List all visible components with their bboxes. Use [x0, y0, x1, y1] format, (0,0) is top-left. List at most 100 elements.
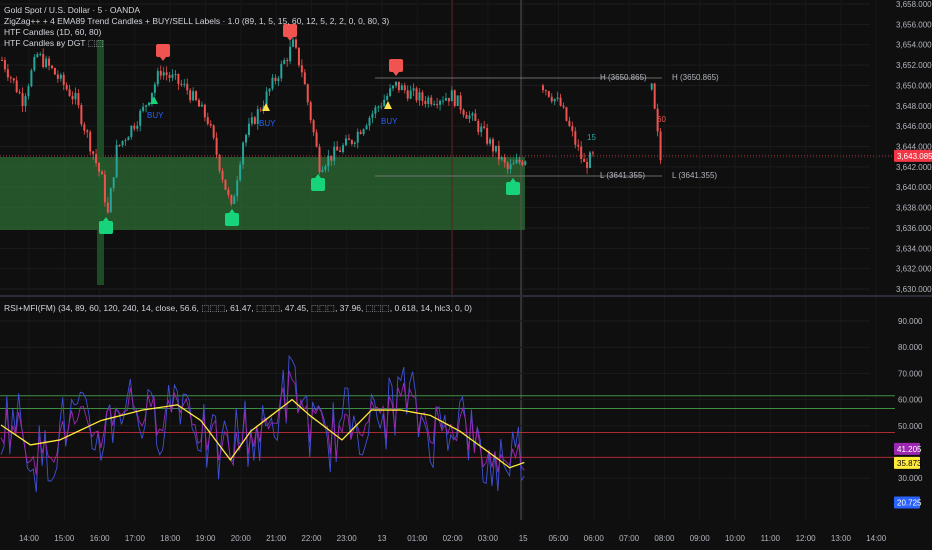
candle-body: [233, 196, 236, 204]
time-tick: 17:00: [125, 534, 146, 543]
buy-marker: [311, 178, 325, 191]
candle-body: [133, 125, 136, 129]
indicator-zigzag[interactable]: ZigZag++ + 4 EMA89 Trend Candles + BUY/S…: [4, 16, 390, 26]
candle-body: [150, 92, 153, 103]
zigzag-levels: [0, 77, 932, 177]
candle-body: [374, 107, 377, 114]
candle-body: [547, 91, 550, 97]
candle-body: [242, 142, 245, 165]
candle-body: [377, 106, 380, 108]
osc-value: 41.205: [897, 445, 922, 454]
oscillator-legend: RSI+MFI(FM) (34, 89, 60, 120, 240, 14, c…: [4, 303, 472, 314]
candle-body: [309, 102, 312, 121]
candle-body: [468, 115, 471, 119]
candle-body: [477, 120, 480, 133]
high-label-1: H (3650.865): [600, 73, 647, 82]
candle-body: [33, 56, 36, 71]
candle-body: [412, 88, 415, 91]
osc-value: 20.725: [897, 499, 922, 508]
candle-body: [392, 85, 395, 89]
candle-body: [195, 91, 198, 101]
candle-body: [197, 100, 200, 107]
candle-body: [121, 140, 124, 146]
candle-body: [68, 89, 71, 97]
candle-body: [562, 105, 565, 108]
candle-body: [21, 93, 24, 107]
candle-body: [344, 138, 347, 146]
time-axis[interactable]: 14:00 15:00 16:00 17:00 18:00 19:00 20:00 21:00…: [19, 534, 887, 543]
candle-body: [180, 83, 183, 85]
time-tick: 05:00: [548, 534, 569, 543]
candle-body: [271, 77, 274, 89]
time-tick: 12:00: [796, 534, 817, 543]
candle-body: [203, 104, 206, 118]
buy-marker-pointer: [315, 174, 321, 178]
time-tick: 16:00: [90, 534, 111, 543]
candle-body: [247, 123, 250, 135]
candle-body: [321, 169, 324, 172]
candle-body: [62, 74, 65, 85]
candle-body: [156, 70, 159, 85]
candle-body: [515, 159, 518, 164]
time-tick: 14:00: [19, 534, 40, 543]
time-tick: 15:00: [54, 534, 75, 543]
candle-body: [512, 163, 515, 165]
candle-body: [394, 81, 397, 86]
buy-triangle-icon: [384, 101, 392, 109]
candle-body: [568, 120, 571, 126]
symbol-title[interactable]: Gold Spot / U.S. Dollar · 5 · OANDA: [4, 5, 141, 15]
price-tick: 3,650.000: [896, 81, 932, 90]
candle-body: [433, 103, 436, 105]
candle-body: [253, 117, 256, 124]
candle-body: [153, 84, 156, 93]
candle-body: [12, 78, 15, 81]
candle-body: [571, 125, 574, 132]
price-axis[interactable]: 3,658.000 3,656.000 3,654.000 3,652.000 3,65…: [894, 0, 932, 294]
indicator-htf-dgt[interactable]: HTF Candles вy DGT ⬚⬚: [4, 38, 104, 48]
indicator-htf-candles[interactable]: HTF Candles (1D, 60, 80): [4, 27, 102, 37]
candle-body: [353, 142, 356, 145]
candle-body: [486, 127, 489, 144]
candle-body: [109, 188, 112, 213]
candle-body: [139, 110, 142, 126]
osc-tick: 50.000: [898, 422, 923, 431]
candle-body: [400, 85, 403, 91]
candle-body: [39, 54, 42, 56]
last-price-value: 3,643.085: [897, 152, 932, 161]
candle-body: [106, 202, 109, 213]
candle-body: [283, 60, 286, 64]
candle-body: [312, 120, 315, 133]
candle-body: [165, 72, 168, 76]
sell-marker: [156, 44, 170, 57]
price-tick: 3,644.000: [896, 143, 932, 152]
candle-body: [474, 113, 477, 121]
time-tick: 11:00: [761, 534, 781, 543]
sell-marker-pointer: [160, 57, 166, 61]
candle-body: [415, 88, 418, 101]
price-tick: 3,640.000: [896, 183, 932, 192]
candle-body: [297, 47, 300, 66]
candle-body: [142, 106, 145, 111]
candle-body: [591, 152, 594, 154]
candle-body: [577, 144, 580, 147]
candles: [1, 36, 662, 214]
buy-marker-pointer: [229, 209, 235, 213]
candle-body: [506, 162, 509, 170]
candle-body: [200, 104, 203, 107]
candle-body: [183, 83, 186, 85]
candle-body: [256, 109, 259, 124]
price-tick: 3,642.000: [896, 163, 932, 172]
mfi-line: [0, 354, 525, 493]
candle-body: [347, 138, 350, 141]
candle-body: [42, 54, 45, 67]
time-tick: 07:00: [619, 534, 640, 543]
candle-body: [174, 73, 177, 75]
last-price-tag: [894, 149, 932, 162]
rsi-mfi-indicator[interactable]: RSI+MFI(FM) (34, 89, 60, 120, 240, 14, c…: [4, 303, 472, 313]
candle-body: [15, 80, 18, 93]
candle-body: [436, 103, 439, 105]
session-band: [97, 40, 104, 285]
candle-body: [406, 90, 409, 99]
buy-marker-pointer: [510, 178, 516, 182]
